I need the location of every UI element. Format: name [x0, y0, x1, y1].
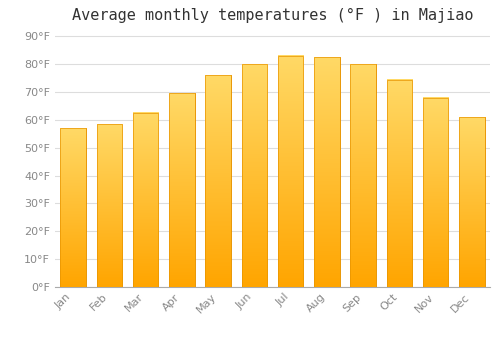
- Bar: [242, 64, 267, 287]
- Bar: [278, 56, 303, 287]
- Bar: [169, 93, 194, 287]
- Bar: [96, 124, 122, 287]
- Bar: [350, 64, 376, 287]
- Bar: [459, 117, 484, 287]
- Bar: [386, 79, 412, 287]
- Bar: [133, 113, 158, 287]
- Bar: [314, 57, 340, 287]
- Bar: [314, 57, 340, 287]
- Title: Average monthly temperatures (°F ) in Majiao: Average monthly temperatures (°F ) in Ma…: [72, 8, 473, 23]
- Bar: [459, 117, 484, 287]
- Bar: [96, 124, 122, 287]
- Bar: [278, 56, 303, 287]
- Bar: [423, 98, 448, 287]
- Bar: [386, 79, 412, 287]
- Bar: [206, 75, 231, 287]
- Bar: [242, 64, 267, 287]
- Bar: [133, 113, 158, 287]
- Bar: [206, 75, 231, 287]
- Bar: [350, 64, 376, 287]
- Bar: [423, 98, 448, 287]
- Bar: [60, 128, 86, 287]
- Bar: [60, 128, 86, 287]
- Bar: [169, 93, 194, 287]
